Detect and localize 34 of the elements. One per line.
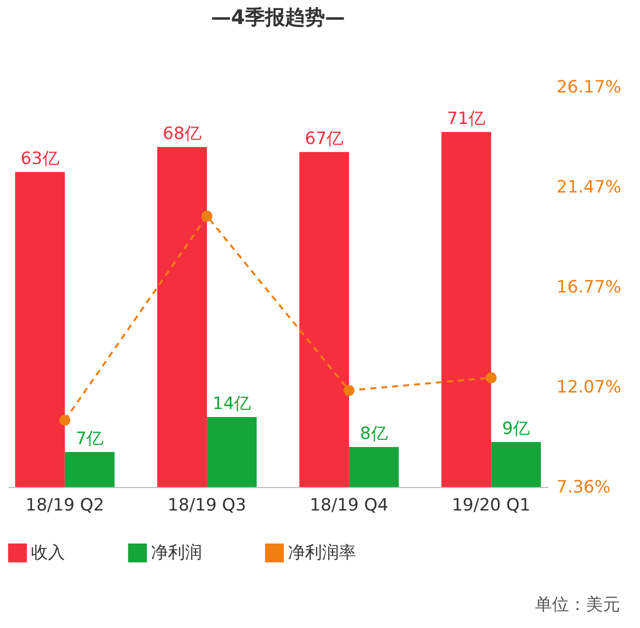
data-label: 63亿 [20, 149, 60, 169]
x-tick-label: 18/19 Q4 [310, 496, 388, 516]
text: 单位：美元 [535, 594, 620, 616]
bar [64, 452, 115, 487]
point [344, 384, 355, 396]
bar [157, 147, 207, 487]
point [59, 414, 70, 426]
point [201, 210, 212, 222]
bar [491, 442, 541, 487]
x-tick-label: 18/19 Q2 [26, 496, 104, 516]
legend-label: 净利润率 [288, 542, 356, 563]
data-label: 14亿 [212, 394, 252, 414]
y2-tick-label: 7.36% [556, 478, 611, 498]
bar [441, 132, 492, 487]
bar [15, 172, 65, 487]
bar [349, 447, 399, 487]
data-label: 68亿 [162, 124, 202, 144]
y2-tick-label: 16.77% [556, 277, 622, 298]
data-label: 8亿 [360, 424, 388, 444]
chart-title: —4季报趋势— [211, 5, 345, 29]
bar [206, 417, 257, 487]
data-label: 7亿 [76, 429, 104, 449]
y2-tick-label: 26.17% [556, 78, 622, 98]
data-label: 67亿 [304, 129, 344, 149]
y2-tick-label: 21.47% [556, 177, 622, 198]
data-label: 71亿 [446, 109, 486, 129]
y2-tick-label: 12.07% [556, 377, 622, 398]
legend-label: 净利润 [151, 542, 202, 563]
legend-label: 收入 [31, 542, 65, 563]
x-tick-label: 18/19 Q3 [168, 496, 246, 516]
x-tick-label: 19/20 Q1 [452, 496, 530, 516]
data-label: 9亿 [502, 419, 530, 439]
point [486, 372, 497, 384]
bar [299, 152, 350, 487]
